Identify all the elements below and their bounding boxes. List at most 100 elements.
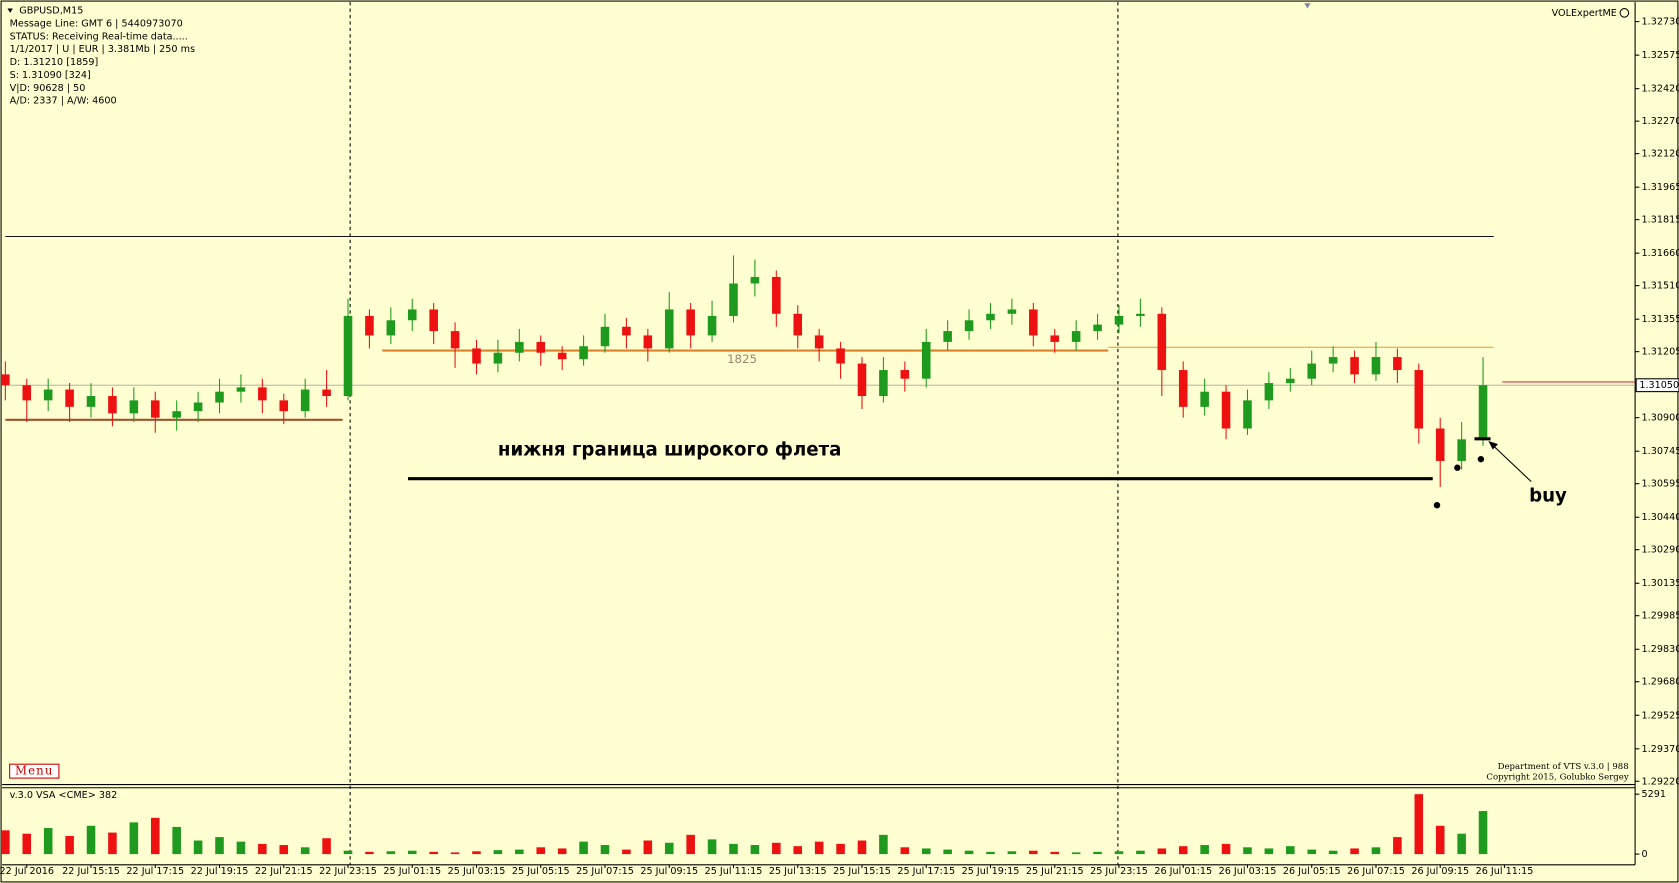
marks: 1.32730 1.32575 1.32420 1.32270 1.32120 1.319… — [0, 17, 1679, 877]
candle-body — [1457, 439, 1466, 461]
volume-bar — [1243, 847, 1252, 855]
candle-body — [536, 341, 546, 353]
volume-bar — [1029, 850, 1038, 855]
annotation: buy — [1529, 486, 1567, 507]
menu-button[interactable] — [9, 763, 60, 779]
signal-dot — [1454, 464, 1461, 471]
candle-body — [108, 396, 117, 414]
volume-bar — [300, 847, 310, 855]
x-tick-label: 22 Jul 17:15 — [126, 866, 184, 877]
volume-bar — [386, 851, 396, 855]
volume-bar — [1, 830, 10, 855]
candle-body — [215, 391, 224, 403]
volume-bar — [579, 841, 588, 855]
x-tick-label: 26 Jul 09:15 — [1411, 866, 1469, 877]
candle-body — [857, 363, 867, 397]
y-tick-label: 1.32575 — [1642, 50, 1679, 61]
candle-body — [1414, 370, 1424, 429]
x-tick-label: 26 Jul 01:15 — [1154, 866, 1212, 877]
info-line: A/D: 2337 | A/W: 4600 — [10, 96, 117, 107]
candle-body — [300, 389, 310, 412]
info-line: Message Line: GMT 6 | 5440973070 — [10, 19, 183, 30]
candle-body — [1350, 357, 1359, 375]
volume-bar — [407, 850, 417, 855]
info-line: 1/1/2017 | U | EUR | 3.381Mb | 250 ms — [10, 44, 195, 55]
volume-bar — [857, 840, 867, 855]
volume-bar — [429, 851, 438, 855]
candle-body — [1029, 309, 1038, 336]
y-tick-label: 1.31815 — [1642, 215, 1679, 226]
volume-bar — [1307, 849, 1317, 855]
volume-bar — [900, 847, 910, 855]
candle-body — [1093, 324, 1102, 332]
volume-bar — [86, 825, 96, 855]
info-line: S: 1.31090 [324] — [10, 70, 91, 81]
menu-label[interactable]: Menu — [15, 764, 53, 778]
expert-icon[interactable] — [1619, 8, 1630, 18]
y-tick-label: 1.32730 — [1642, 17, 1679, 28]
volume-bar — [193, 840, 203, 855]
candle-body — [65, 389, 74, 407]
y-tick-label: 1.30745 — [1642, 446, 1679, 457]
candle-body — [1264, 383, 1274, 401]
volume-bar — [365, 851, 374, 855]
candle-body — [1200, 391, 1209, 407]
signal-dot — [1433, 501, 1441, 509]
x-tick-label: 22 Jul 23:15 — [319, 866, 377, 877]
candle-body — [129, 400, 139, 414]
dropdown-icon[interactable] — [7, 8, 13, 13]
candle-body — [472, 348, 481, 364]
y-tick-label: 1.30290 — [1642, 545, 1679, 556]
candle-body — [236, 387, 246, 392]
current-price-label: 1.31050 — [1639, 380, 1679, 391]
candle-body — [836, 348, 845, 364]
volume-bar — [1350, 848, 1359, 855]
candle-body — [750, 276, 760, 284]
candle-body — [943, 331, 952, 342]
volume-bar — [129, 822, 139, 855]
volume-bar — [664, 842, 674, 855]
x-tick-label: 25 Jul 05:15 — [512, 866, 570, 877]
y-tick-label: 1.31965 — [1642, 182, 1679, 193]
volume-bar — [921, 848, 931, 855]
footer-line: Copyright 2015, Golubko Sergey — [1486, 773, 1628, 783]
volume-bar — [65, 835, 74, 855]
y-tick-label: 1.31355 — [1642, 314, 1679, 325]
x-tick-label: 25 Jul 03:15 — [448, 866, 506, 877]
candle-body — [429, 309, 438, 332]
volume-bar — [1136, 850, 1145, 855]
volume-bar — [1178, 846, 1188, 855]
candle-body — [258, 387, 267, 401]
candle-body — [579, 346, 588, 360]
x-tick-label: 26 Jul 05:15 — [1283, 866, 1341, 877]
candle-body — [814, 335, 824, 349]
candle-body — [172, 411, 181, 418]
volume-bar — [836, 843, 845, 855]
volume-bar — [172, 826, 181, 855]
volume-bar — [1221, 843, 1231, 855]
candle-body — [407, 309, 417, 321]
volume-bar — [322, 838, 331, 855]
volume-bar — [1071, 852, 1081, 855]
volume-bar — [643, 840, 653, 855]
annotation: 1825 — [727, 352, 757, 366]
x-tick-label: 26 Jul 03:15 — [1219, 866, 1277, 877]
info-line: STATUS: Receiving Real-time data..... — [10, 31, 188, 42]
volume-bar — [1114, 851, 1124, 855]
candle-body — [150, 400, 160, 418]
x-tick-label: 26 Jul 07:15 — [1347, 866, 1405, 877]
candle-body — [1286, 378, 1295, 384]
y-tick-label: 1.29370 — [1642, 744, 1679, 755]
volume-bar — [600, 845, 610, 855]
x-tick-label: 22 Jul 15:15 — [62, 866, 120, 877]
volume-bar — [43, 828, 53, 855]
y-tick-label: 1.29985 — [1642, 611, 1679, 622]
volume-bar — [793, 846, 803, 855]
candle-body — [1114, 315, 1124, 325]
candle-body — [729, 283, 738, 316]
candle-body — [879, 370, 888, 397]
info-line: D: 1.31210 [1859] — [10, 57, 99, 68]
volume-bar — [1286, 846, 1295, 855]
volume-bar — [686, 834, 695, 855]
candle-body — [707, 315, 717, 336]
